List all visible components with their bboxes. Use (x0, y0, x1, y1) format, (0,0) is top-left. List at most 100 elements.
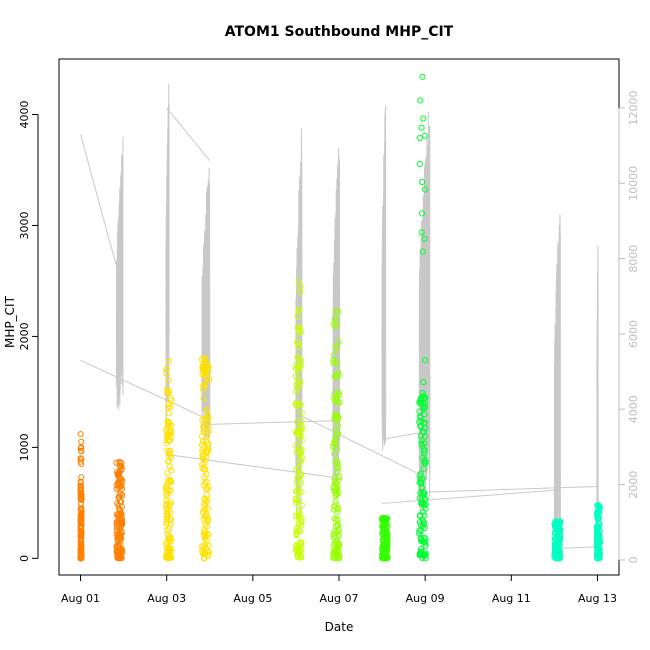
data-point (379, 546, 386, 553)
data-point (595, 508, 602, 515)
data-point (420, 447, 428, 454)
data-point (77, 526, 84, 533)
data-point (421, 512, 428, 519)
data-point (333, 458, 340, 466)
data-point (297, 289, 304, 296)
data-point (419, 178, 426, 186)
data-point (330, 542, 337, 549)
secondary-connector-line (425, 485, 598, 493)
y2-tick-label: 8000 (627, 245, 640, 273)
data-point (333, 446, 340, 453)
data-point (331, 474, 338, 481)
data-point (298, 546, 305, 554)
data-point (417, 528, 424, 535)
data-point (298, 502, 305, 509)
data-point (330, 359, 337, 367)
data-point (203, 492, 210, 499)
data-point (334, 484, 341, 491)
data-point (333, 555, 340, 562)
data-point (203, 523, 211, 530)
data-point (557, 527, 564, 534)
y-tick-label: 4000 (18, 100, 31, 128)
x-tick-label: Aug 13 (578, 592, 617, 605)
data-point (295, 519, 302, 527)
data-point (594, 549, 601, 556)
data-point (594, 542, 601, 549)
data-point (421, 449, 428, 456)
data-point (77, 431, 84, 438)
data-point (330, 440, 337, 447)
data-point (331, 487, 338, 494)
data-point (419, 248, 426, 255)
data-point (165, 357, 172, 364)
data-point (78, 551, 85, 558)
data-point (167, 403, 174, 410)
data-point (78, 460, 85, 467)
data-point (78, 494, 85, 501)
secondary-connector-line (554, 546, 598, 550)
data-point (202, 355, 209, 362)
axes-layer: 0 1000 2000 3000 4000 Aug 01 Aug 03 Aug 05 Aug 0… (18, 90, 640, 605)
data-point (417, 97, 424, 104)
data-point (165, 545, 172, 552)
data-point (330, 484, 337, 491)
data-point (201, 551, 208, 558)
y-tick-label: 2000 (18, 322, 31, 350)
data-point (334, 468, 341, 475)
data-point (200, 395, 207, 402)
scatter-points-layer (77, 73, 603, 562)
data-point (335, 338, 342, 345)
data-point (166, 410, 173, 417)
data-point (596, 505, 603, 512)
data-point (419, 73, 426, 80)
data-point (297, 449, 304, 457)
data-point (293, 448, 300, 456)
data-point (116, 530, 123, 538)
data-point (204, 530, 211, 538)
data-point (203, 538, 210, 545)
data-point (381, 540, 388, 548)
data-point (333, 345, 340, 352)
data-point (163, 370, 170, 377)
data-point (595, 524, 602, 531)
data-point (420, 379, 427, 386)
data-point (117, 498, 124, 505)
data-point (334, 431, 341, 438)
data-point (422, 357, 429, 364)
data-point (77, 545, 84, 552)
y2-tick-label: 10000 (627, 166, 640, 201)
data-point (416, 512, 423, 519)
data-point (200, 543, 207, 551)
x-tick-label: Aug 11 (492, 592, 531, 605)
data-point (118, 522, 125, 529)
data-point (200, 509, 207, 516)
data-point (200, 516, 207, 523)
data-point (381, 515, 388, 522)
data-point (294, 474, 301, 481)
data-point (203, 454, 210, 461)
data-point (167, 395, 174, 402)
data-point (383, 554, 390, 561)
data-point (199, 452, 206, 460)
x-tick-label: Aug 09 (406, 592, 445, 605)
data-point (204, 419, 211, 427)
data-point (298, 409, 305, 416)
data-point (204, 448, 211, 455)
data-point (298, 426, 305, 433)
data-point (77, 533, 84, 541)
data-point (167, 487, 174, 494)
y-tick-label: 1000 (18, 433, 31, 461)
data-point (77, 486, 84, 493)
data-point (295, 485, 302, 492)
data-point (164, 434, 171, 441)
data-point (294, 419, 301, 426)
data-point (332, 410, 340, 417)
data-point (293, 488, 300, 495)
data-point (421, 524, 428, 532)
data-point (293, 388, 300, 395)
x-tick-label: Aug 05 (233, 592, 272, 605)
data-point (298, 424, 305, 431)
data-point (334, 373, 341, 380)
data-point (335, 527, 342, 534)
